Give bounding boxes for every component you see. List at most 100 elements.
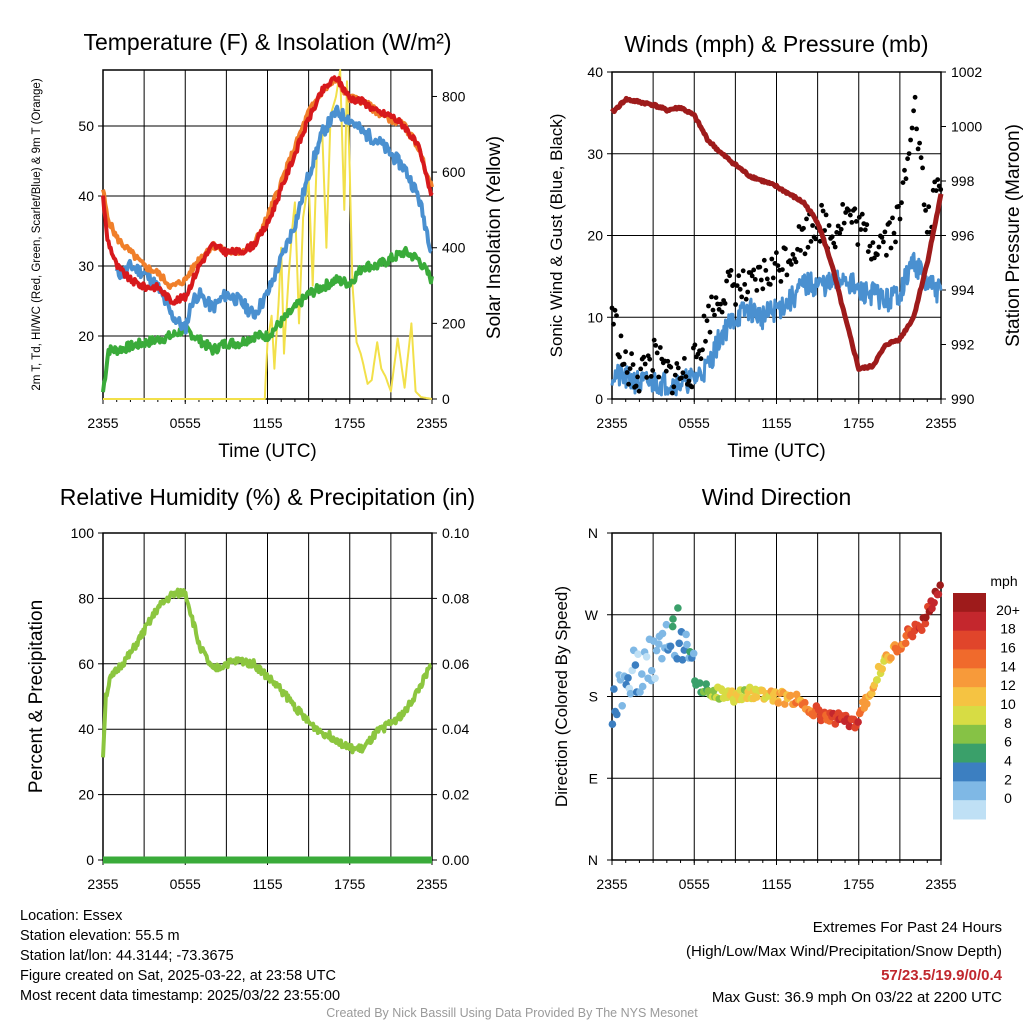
direction-point [647,666,656,675]
y-tick-label: 40 [78,188,94,204]
gust-point [888,245,894,251]
direction-point [610,685,618,693]
gust-point [665,358,671,364]
gust-point [706,303,711,309]
gust-point [618,333,624,339]
y-tick-label: 20 [587,228,603,244]
gust-point [739,294,745,300]
gust-point [736,273,742,279]
colorbar-unit: mph [990,573,1017,589]
gust-point [918,155,924,161]
gust-point [876,244,882,250]
direction-point [845,722,854,731]
y2-tick-label: 400 [442,240,466,256]
gust-point [790,252,796,257]
gust-point [712,312,717,318]
y2-tick-label: 0.02 [442,787,469,803]
x-tick-label: 1755 [334,415,365,431]
gust-point [663,368,669,374]
colorbar-label: 4 [1004,753,1012,769]
gust-point [752,277,758,282]
series-sonic-wind [610,251,943,397]
x-tick-label: 1155 [252,415,282,431]
gust-point [783,246,788,252]
gust-point [801,225,806,231]
gust-point [899,200,904,206]
gust-point [905,156,910,162]
colorbar-swatch [953,593,986,613]
y2-tick-label: 600 [442,164,466,180]
created-label: Figure created on Sat, 2025-03-22, at 23… [20,968,336,984]
colorbar-label: 20+ [996,602,1020,618]
direction-point [774,699,783,707]
gust-point [838,226,844,232]
y-tick-label: N [588,852,598,868]
gust-point [698,356,704,362]
gust-point [727,273,732,279]
gust-point [722,301,728,306]
y-tick-label: 50 [78,118,94,134]
y-tick-label: 10 [587,309,603,325]
gust-point [647,356,653,362]
gust-point [837,230,843,236]
direction-point [652,646,661,655]
series-dewpoint [101,246,434,393]
gust-point [867,243,873,249]
colorbar-label: 10 [1000,696,1016,712]
series-relative-humidity [101,587,433,758]
gust-point [819,202,824,208]
gust-point [787,258,793,263]
direction-point [887,654,895,662]
direction-point [658,629,667,638]
gust-point [757,264,763,270]
gust-point [829,234,835,240]
recent-data-label: Most recent data timestamp: 2025/03/22 2… [20,988,341,1004]
chart-title: Relative Humidity (%) & Precipitation (i… [60,484,475,510]
gust-point [668,364,674,370]
gust-point [683,374,689,379]
gust-point [754,288,760,293]
gust-point [692,342,698,348]
gust-point [682,356,687,361]
y-axis-label: Direction (Colored By Speed) [552,586,571,807]
gust-point [805,244,811,250]
y-tick-label: 0 [595,391,603,407]
gust-point [780,267,785,272]
y-tick-label: 30 [587,146,603,162]
gust-point [798,248,803,253]
gust-point [820,208,826,214]
colorbar-swatch [953,800,986,820]
gust-point [823,212,829,218]
extremes-title: Extremes For Past 24 Hours [812,919,1002,936]
y2-tick-label: 0.08 [442,590,469,606]
x-tick-label: 0555 [679,876,710,892]
gust-point [724,278,729,284]
x-tick-label: 0555 [679,415,710,431]
direction-point [682,630,690,639]
colorbar-swatch [953,706,986,726]
gust-point [859,211,865,217]
gust-point [638,366,644,372]
gust-point [864,222,870,228]
direction-point [626,689,635,698]
series-2m-temp [101,75,434,306]
gust-point [778,279,784,284]
gust-point [870,240,876,246]
gust-point [763,268,769,273]
gust-point [912,94,918,100]
direction-point [631,661,640,669]
gust-point [813,236,818,242]
gust-point [826,223,832,228]
colorbar-label: 18 [1000,621,1016,637]
x-axis-label: Time (UTC) [218,441,317,462]
gust-point [644,375,650,380]
y-axis-label: Sonic Wind & Gust (Blue, Black) [547,114,566,358]
y2-tick-label: 996 [951,228,975,244]
chart-title: Winds (mph) & Pressure (mb) [624,31,928,57]
direction-point [781,700,789,708]
y2-tick-label: 0.06 [442,656,469,672]
gust-point [650,368,656,373]
colorbar-label: 14 [1000,658,1016,674]
y2-tick-label: 200 [442,315,466,331]
y-tick-label: E [589,770,598,786]
